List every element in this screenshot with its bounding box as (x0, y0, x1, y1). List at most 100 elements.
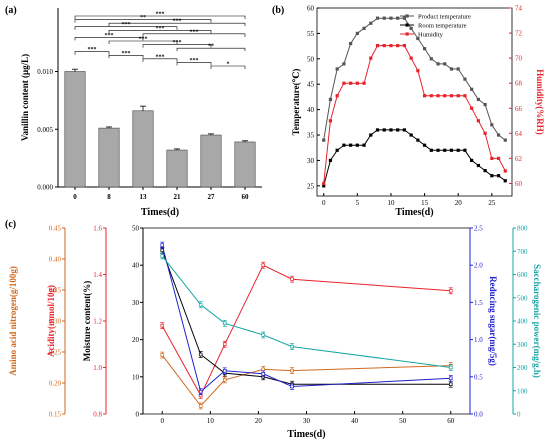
c-tick-label-reducing-sugar: 1.5 (474, 299, 483, 307)
a-bar-8 (98, 127, 120, 188)
a-bar-13 (132, 110, 154, 188)
b-point-humidity (396, 44, 400, 48)
b-x-tick-label: 15 (421, 199, 429, 207)
b-point-product-temperature (496, 133, 501, 137)
b-point-room-temperature (429, 148, 433, 152)
c-tick-label-amino-acid-nitrogen: 0.25 (49, 349, 62, 357)
panel-label-c: (c) (5, 219, 16, 230)
a-y-tick-label: 0.005 (37, 126, 53, 134)
b-point-humidity (422, 94, 427, 98)
a-significance-bracket (176, 62, 212, 66)
a-significance-label: *** (105, 33, 114, 39)
c-tick-label-saccharogenic-power: 100 (517, 387, 528, 395)
c-x-tick-label: 0 (160, 417, 164, 425)
b-legend-marker-product-temperature (405, 14, 409, 18)
b-point-room-temperature (328, 158, 333, 163)
b-x-axis-title: Times(d) (395, 207, 433, 218)
b-point-room-temperature (375, 128, 380, 132)
b-point-room-temperature (476, 163, 480, 168)
c-tick-label-saccharogenic-power: 0 (517, 411, 521, 419)
b-point-room-temperature (422, 143, 427, 147)
c-series-line-moisture-content (161, 250, 451, 385)
b-y-right-tick-label: 72 (515, 30, 523, 38)
c-point-saccharogenic-power (290, 344, 294, 349)
c-tick-label-acidity: 0.8 (93, 411, 102, 419)
panel-label-b: (b) (272, 5, 284, 16)
a-y-tick-label: 0.000 (37, 184, 53, 192)
c-point-amino-acid-nitrogen (261, 367, 265, 372)
b-point-product-temperature (483, 102, 487, 107)
b-point-humidity (443, 94, 447, 98)
b-point-humidity (369, 56, 373, 60)
b-point-product-temperature (389, 16, 393, 20)
b-point-humidity (328, 119, 333, 123)
b-y-right-tick-label: 70 (515, 55, 523, 63)
b-x-tick-label: 5 (356, 199, 360, 207)
a-bar-60 (234, 141, 256, 188)
c-tick-label-saccharogenic-power: 200 (517, 364, 528, 372)
a-significance-bracket (142, 58, 178, 62)
c-series-line-saccharogenic-power (161, 255, 451, 368)
b-point-humidity (402, 44, 407, 48)
c-point-amino-acid-nitrogen (223, 378, 227, 382)
b-point-humidity (456, 94, 460, 98)
b-point-humidity (490, 156, 494, 160)
a-significance-label: *** (122, 51, 131, 57)
c-x-axis-title: Times(d) (287, 429, 325, 440)
c-point-moisture-content (198, 352, 203, 357)
b-point-humidity (342, 81, 346, 85)
b-y-tick-label: 60 (307, 5, 315, 13)
b-y-right-tick-label: 74 (515, 5, 523, 13)
b-plot-frame (316, 7, 513, 197)
b-point-humidity (476, 119, 480, 123)
b-point-product-temperature (490, 123, 494, 127)
b-point-room-temperature (355, 143, 359, 147)
b-point-humidity (335, 94, 339, 98)
a-significance-label: *** (139, 37, 148, 43)
c-x-tick-label: 10 (207, 417, 215, 425)
a-x-tick-label: 60 (242, 193, 250, 201)
c-x-tick-label: 20 (255, 417, 263, 425)
b-point-room-temperature (389, 128, 393, 132)
c-point-reducing-sugar (290, 384, 294, 389)
b-point-humidity (322, 181, 326, 186)
a-x-tick-label: 0 (73, 193, 77, 201)
a-significance-bracket (142, 33, 246, 37)
c-series-line-reducing-sugar (161, 244, 451, 393)
c-point-amino-acid-nitrogen (160, 353, 164, 357)
b-point-humidity (382, 44, 386, 48)
c-point-moisture-content (449, 382, 453, 386)
a-significance-bracket (74, 15, 246, 19)
b-point-product-temperature (375, 16, 380, 20)
c-point-amino-acid-nitrogen (198, 404, 203, 408)
b-point-product-temperature (422, 47, 427, 51)
b-point-humidity (429, 94, 433, 98)
chart-b-temperature-humidity: 0 5 10 15 20 25 25 30 35 40 45 50 55 60 60 62 64 66 68 70 72… (291, 5, 545, 219)
c-point-acidity (290, 277, 294, 281)
b-y-tick-label: 35 (307, 132, 315, 140)
c-tick-label-moisture-content: 0 (136, 411, 140, 419)
a-bar-27 (200, 134, 222, 188)
b-point-room-temperature (483, 168, 487, 173)
a-significance-label: ** (208, 44, 214, 50)
b-point-product-temperature (382, 16, 386, 20)
b-point-humidity (496, 156, 501, 160)
b-point-room-temperature (456, 148, 460, 152)
b-y-tick-label: 30 (307, 157, 315, 165)
b-legend-marker-room-temperature (405, 23, 409, 27)
b-point-humidity (355, 81, 359, 85)
b-point-room-temperature (463, 148, 467, 152)
b-point-product-temperature (335, 67, 339, 71)
b-point-product-temperature (436, 62, 440, 66)
a-x-axis-title: Times(d) (141, 207, 179, 218)
a-significance-label: *** (173, 40, 182, 46)
c-tick-label-amino-acid-nitrogen: 0.45 (49, 225, 62, 233)
a-significance-bracket (108, 22, 246, 27)
b-point-room-temperature (322, 184, 326, 188)
b-point-humidity (503, 169, 507, 173)
b-point-humidity (483, 131, 487, 135)
c-point-saccharogenic-power (160, 254, 164, 258)
b-point-room-temperature (416, 138, 420, 142)
b-point-room-temperature (362, 143, 366, 147)
